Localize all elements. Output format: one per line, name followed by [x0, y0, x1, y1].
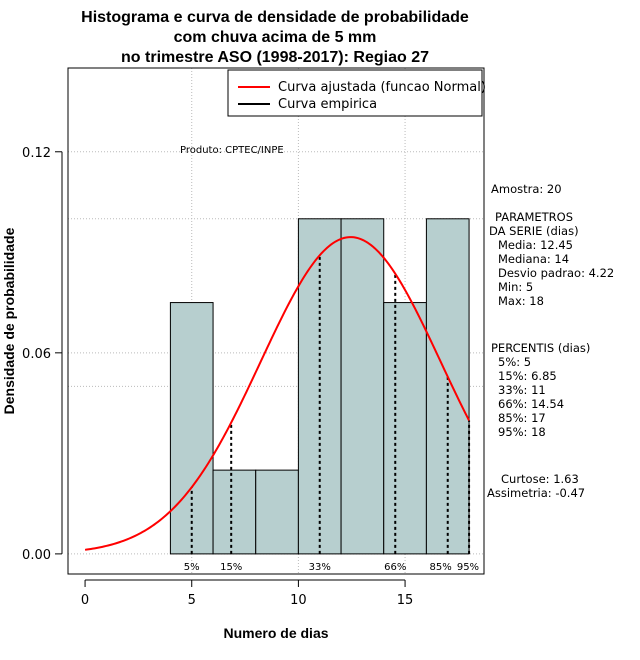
fitted-normal-curve [84, 236, 470, 551]
stat-p85: 85%: 17 [498, 411, 546, 425]
x-tick-label: 5 [188, 593, 196, 608]
percentile-label: 66% [384, 562, 406, 573]
produto-annotation: Produto: CPTEC/INPE [180, 145, 284, 156]
legend-label-fitted: Curva ajustada (funcao Normal) [278, 80, 486, 95]
percentile-lines [190, 255, 471, 554]
percentile-label: 33% [309, 562, 331, 573]
stat-p66: 66%: 14.54 [498, 397, 564, 411]
histogram-bar [255, 469, 299, 555]
x-tick-label: 15 [397, 593, 414, 608]
stat-assimetria: Assimetria: -0.47 [487, 486, 585, 500]
x-tick-label: 10 [290, 593, 307, 608]
stat-p5: 5%: 5 [498, 355, 531, 369]
y-tick-label: 0.06 [22, 347, 51, 362]
histogram-bar [340, 218, 385, 555]
legend-box [227, 69, 483, 117]
stat-p33: 33%: 11 [498, 383, 546, 397]
stat-media: Media: 12.45 [498, 238, 573, 252]
y-tick-label: 0.00 [22, 548, 51, 563]
chart-title-line-3: no trimestre ASO (1998-2017): Regiao 27 [121, 49, 429, 66]
stats-panel: Amostra: 20 PARAMETROS DA SERIE (dias) M… [487, 182, 614, 500]
x-axis: 0 5 10 15 [81, 579, 414, 608]
chart-title-line-1: Histograma e curva de densidade de proba… [81, 9, 469, 26]
stat-p15: 15%: 6.85 [498, 369, 557, 383]
y-axis: 0.00 0.06 0.12 [22, 146, 63, 563]
percentile-label: 85% [429, 562, 451, 573]
percentile-label: 5% [184, 562, 200, 573]
x-axis-label: Numero de dias [223, 625, 328, 641]
histogram-bar [383, 302, 427, 555]
plot-frame [67, 67, 485, 575]
histogram-bar [169, 302, 214, 555]
stat-curtose: Curtose: 1.63 [501, 472, 579, 486]
stat-max: Max: 18 [498, 294, 544, 308]
y-axis-label: Densidade de probabilidade [1, 227, 17, 414]
chart-title-line-2: com chuva acima de 5 mm [174, 29, 377, 46]
percentile-label: 15% [220, 562, 242, 573]
percentile-label: 95% [457, 562, 479, 573]
stat-parametros-title-1: PARAMETROS [495, 210, 573, 224]
stat-mediana: Mediana: 14 [498, 252, 569, 266]
x-tick-label: 0 [81, 593, 89, 608]
stat-percentis-title: PERCENTIS (dias) [491, 341, 590, 355]
legend: Curva ajustada (funcao Normal) Curva emp… [227, 69, 486, 117]
stat-desvio: Desvio padrao: 4.22 [498, 266, 614, 280]
y-tick-label: 0.12 [22, 146, 51, 161]
stat-min: Min: 5 [498, 280, 533, 294]
percentile-labels: 5% 15% 33% 66% 85% 95% [184, 562, 479, 573]
stat-amostra: Amostra: 20 [491, 182, 562, 196]
stat-p95: 95%: 18 [498, 425, 546, 439]
legend-label-empirical: Curva empirica [278, 97, 377, 112]
histogram-bar [212, 469, 257, 555]
stat-parametros-title-2: DA SERIE (dias) [489, 224, 579, 238]
